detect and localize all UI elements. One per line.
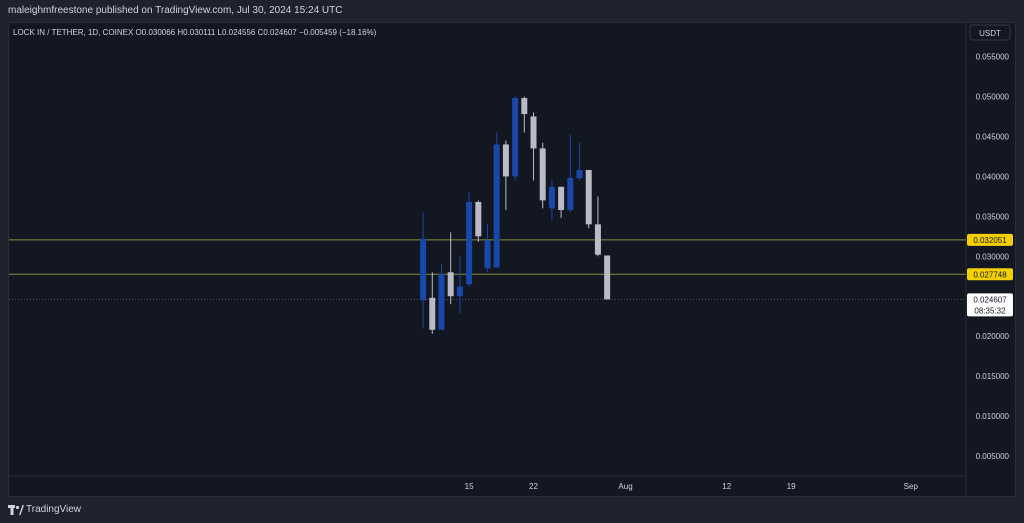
symbol-legend: LOCK IN / TETHER, 1D, COINEX O0.030066 H… [13,28,377,37]
price-tick-label: 0.020000 [976,332,1010,341]
candle[interactable] [502,140,509,210]
candle[interactable] [567,134,574,213]
candle-body [484,240,491,269]
price-tick-label: 0.010000 [976,412,1010,421]
candle[interactable] [493,132,500,269]
candle-body [438,273,445,330]
time-tick-label: 12 [722,482,731,491]
time-tick-label: 15 [465,482,474,491]
level-price-badge [967,268,1013,281]
candle[interactable] [512,96,519,181]
candle[interactable] [585,170,592,229]
bar-countdown-label: 08:35:32 [974,306,1006,315]
price-tick-label: 0.055000 [976,53,1010,62]
candle-body [567,177,574,210]
price-tick-label: 0.050000 [976,93,1010,102]
candle[interactable] [438,264,445,330]
candle[interactable] [447,232,454,305]
price-tick-label: 0.045000 [976,132,1010,141]
candle-body [475,201,482,237]
candle[interactable] [558,186,565,218]
price-tick-label: 0.035000 [976,212,1010,221]
candle-body [530,116,537,149]
candle-body [420,238,427,301]
price-axis: 0.055000 0.050000 0.045000 0.040000 0.035000… [967,53,1013,461]
candle-body [429,297,436,330]
candle[interactable] [484,224,491,273]
price-tick-label: 0.040000 [976,172,1010,181]
currency-label: USDT [979,29,1001,38]
tradingview-logo-icon [8,505,24,515]
candle-body [585,170,592,225]
candle[interactable] [530,112,537,181]
candle[interactable] [548,180,555,221]
level-price-label: 0.032051 [973,236,1007,245]
level-price-badge [967,233,1013,246]
time-tick-label: Sep [904,482,919,491]
candle-body [502,144,509,177]
footer-brand: TradingView [26,504,82,515]
candle[interactable] [429,272,436,334]
candle-body [447,272,454,297]
time-tick-label: Aug [618,482,632,491]
candle[interactable] [576,142,583,181]
price-tick-label: 0.015000 [976,372,1010,381]
candle-body [594,224,601,255]
publish-bar: maleighmfreestone published on TradingVi… [0,0,1024,22]
candle-body [576,170,583,178]
footer: TradingView [0,499,1024,523]
candle-body [539,148,546,201]
candle[interactable] [539,142,546,209]
plot-area [9,96,966,334]
time-tick-label: 22 [529,482,538,491]
currency-button[interactable]: USDT [969,24,1011,41]
candle-body [493,144,500,268]
price-tick-label: 0.005000 [976,452,1010,461]
time-axis: 15 22 Aug 12 19 Sep [465,482,919,491]
candle[interactable] [466,192,473,287]
last-price-label: 0.024607 [973,295,1007,304]
candle[interactable] [521,96,528,133]
last-price-badge [967,293,1013,317]
price-tick-label: 0.030000 [976,252,1010,261]
candle[interactable] [594,196,601,257]
time-tick-label: 19 [787,482,796,491]
candle-body [466,201,473,285]
candle-body [604,255,611,300]
candle-body [558,186,565,210]
candle[interactable] [456,256,463,314]
publish-info: maleighmfreestone published on TradingVi… [8,5,343,16]
candle[interactable] [420,212,427,329]
candle-body [521,98,528,115]
chart-panel: 0.055000 0.050000 0.045000 0.040000 0.035000… [8,22,1016,497]
candle[interactable] [604,255,611,300]
candle-body [456,286,463,297]
candle[interactable] [475,200,482,242]
candle-body [548,186,555,209]
candle-body [512,98,519,177]
candlestick-chart[interactable]: 0.055000 0.050000 0.045000 0.040000 0.035000… [9,23,1015,496]
level-price-label: 0.027748 [973,270,1007,279]
